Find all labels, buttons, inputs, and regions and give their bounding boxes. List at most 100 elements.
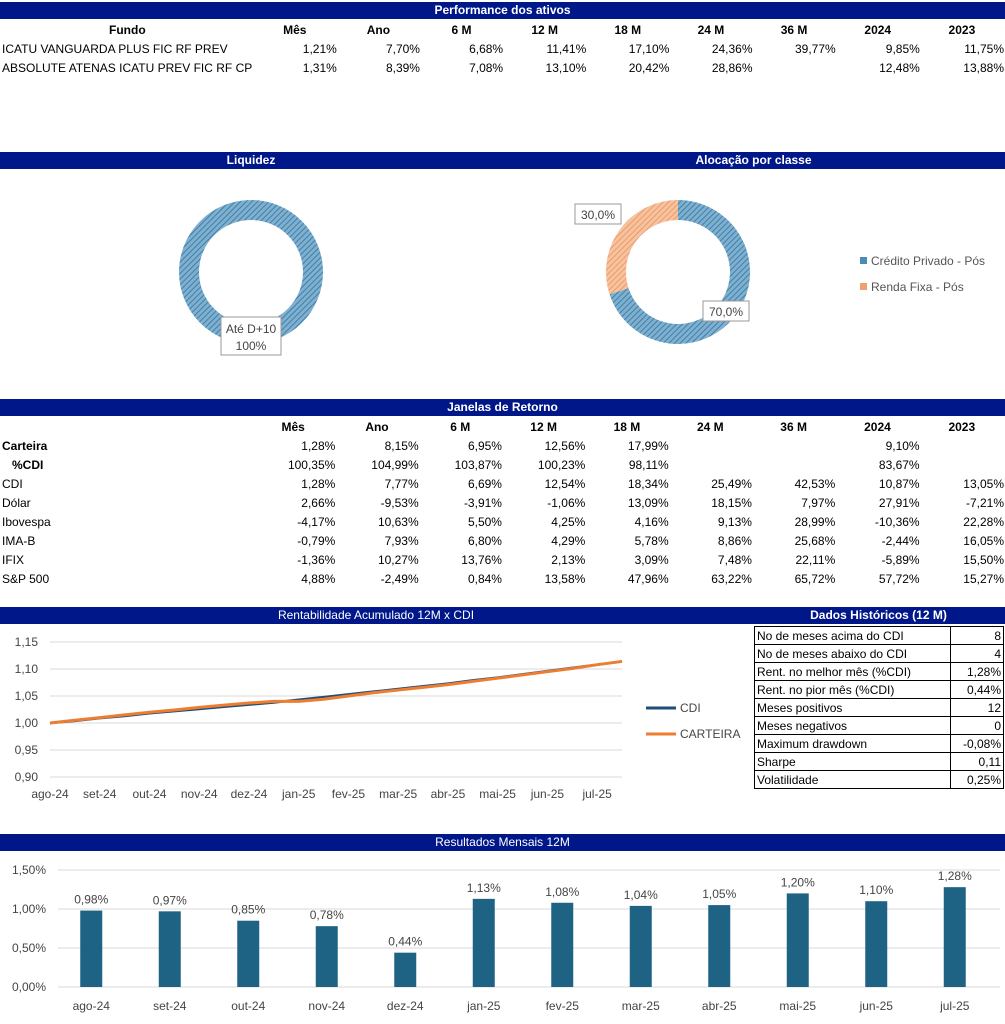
jan-cell: 47,96% — [627, 571, 669, 586]
perf-row: ICATU VANGUARDA PLUS FIC RF PREV 1,21% 7,7… — [2, 39, 1004, 58]
perf-col-header: 2023 — [948, 22, 976, 37]
perf-cell: 11,41% — [546, 41, 587, 56]
jan-cell: 6,80% — [467, 533, 502, 548]
jan-cell: -7,21% — [965, 495, 1004, 510]
bar-chart-xtick: nov-24 — [308, 999, 345, 1013]
slice-renda-fixa — [606, 200, 679, 295]
jan-cell: 22,28% — [963, 514, 1004, 529]
historicos-label: Sharpe — [754, 752, 951, 771]
historicos-value: 0,44% — [949, 680, 1005, 699]
historicos-value: 8 — [949, 626, 1005, 645]
janelas-table: Mês Ano 6 M 12 M 18 M 24 M 36 M 2024 2023 Carteir… — [2, 417, 1004, 588]
liquidez-header: Liquidez — [0, 152, 502, 169]
bar-chart-bar — [394, 952, 417, 987]
line-chart-xtick: nov-24 — [181, 787, 218, 801]
jan-cell: 13,58% — [544, 571, 586, 586]
historicos-row: Rent. no melhor mês (%CDI) 1,28% — [754, 662, 1005, 681]
perf-row-label: ABSOLUTE ATENAS ICATU PREV FIC RF CP — [2, 60, 253, 75]
line-chart-ytick: 1,00 — [15, 716, 39, 730]
perf-col-header: 12 M — [531, 22, 559, 37]
jan-cell: 4,25% — [551, 514, 586, 529]
bar-chart-xtick: mar-25 — [622, 999, 660, 1013]
jan-cell: 8,15% — [384, 438, 419, 453]
jan-cell: 57,72% — [878, 571, 920, 586]
bar-chart-bar — [472, 898, 495, 987]
line-chart-xtick: jun-25 — [530, 787, 565, 801]
historicos-label: Rent. no melhor mês (%CDI) — [754, 662, 951, 681]
bar-chart-ytick: 0,50% — [12, 941, 46, 955]
performance-header: Performance dos ativos — [0, 2, 1005, 19]
historicos-value: 4 — [949, 644, 1005, 663]
jan-cell: 63,22% — [711, 571, 752, 586]
jan-cell: 0,84% — [467, 571, 502, 586]
jan-cell: 4,29% — [551, 533, 586, 548]
jan-cell: 98,11% — [628, 457, 669, 472]
jan-cell: -9,53% — [380, 495, 419, 510]
line-chart-xtick: jan-25 — [281, 787, 316, 801]
bar-chart-xtick: jan-25 — [466, 999, 501, 1013]
line-chart-xtick: ago-24 — [31, 787, 69, 801]
perf-col-header: 18 M — [614, 22, 642, 37]
bar-chart-ytick: 0,00% — [12, 980, 46, 994]
historicos-row: Volatilidade 0,25% — [754, 770, 1005, 789]
jan-row-label: Ibovespa — [2, 514, 51, 529]
jan-col-header — [2, 417, 251, 436]
jan-cell: -2,49% — [380, 571, 419, 586]
historicos-label: Volatilidade — [754, 770, 951, 789]
perf-cell: 9,85% — [885, 41, 920, 56]
liquidez-label-line2: 100% — [236, 339, 267, 353]
jan-cell: 100,35% — [287, 457, 336, 472]
bar-chart-xtick: out-24 — [231, 999, 265, 1013]
bar-chart-bar — [158, 911, 181, 987]
jan-cell: 12,54% — [544, 476, 586, 491]
jan-cell: 2,66% — [301, 495, 336, 510]
jan-cell: 13,05% — [963, 476, 1004, 491]
historicos-row: No de meses abaixo do CDI 4 — [754, 644, 1005, 663]
historicos-label: Maximum drawdown — [754, 734, 951, 753]
jan-cell: -10,36% — [874, 514, 920, 529]
perf-cell: 1,31% — [302, 60, 337, 75]
bar-chart-data-label: 1,04% — [624, 888, 658, 902]
bar-chart-xtick: fev-25 — [546, 999, 580, 1013]
jan-cell: 15,27% — [963, 571, 1004, 586]
jan-row: CDI 1,28% 7,77% 6,69% 12,54% 18,34% 25,49% 42,5… — [2, 474, 1004, 493]
historicos-value: 0 — [949, 716, 1005, 735]
bar-chart-data-label: 1,28% — [938, 869, 972, 883]
historicos-label: Meses positivos — [754, 698, 951, 717]
perf-cell: 20,42% — [628, 60, 670, 75]
jan-cell: 3,09% — [634, 552, 669, 567]
perf-cell: 39,77% — [794, 41, 836, 56]
jan-cell — [669, 455, 752, 474]
bar-chart-xtick: ago-24 — [73, 999, 111, 1013]
perf-header-row: Fundo Mês Ano 6 M 12 M 18 M 24 M 36 M 2024 2023 — [2, 20, 1004, 39]
jan-col-header: Mês — [281, 419, 305, 434]
jan-cell: 18,34% — [627, 476, 669, 491]
jan-row: Dólar 2,66% -9,53% -3,91% -1,06% 13,09% 18,15%… — [2, 493, 1004, 512]
jan-row: Carteira 1,28% 8,15% 6,95% 12,56% 17,99% 9,10% — [2, 436, 1004, 455]
jan-cell: 65,72% — [794, 571, 836, 586]
jan-row: IMA-B -0,79% 7,93% 6,80% 4,29% 5,78% 8,86% 25,6… — [2, 531, 1004, 550]
line-chart-xtick: mai-25 — [479, 787, 516, 801]
jan-cell: -5,89% — [881, 552, 920, 567]
bar-chart-xtick: jun-25 — [859, 999, 894, 1013]
jan-row: S&P 500 4,88% -2,49% 0,84% 13,58% 47,96% 63,22… — [2, 569, 1004, 588]
jan-cell: 6,95% — [467, 438, 502, 453]
perf-col-header: 36 M — [780, 22, 808, 37]
jan-cell: 103,87% — [454, 457, 502, 472]
perf-cell: 6,68% — [469, 41, 504, 56]
bar-chart-xtick: mai-25 — [779, 999, 816, 1013]
jan-col-header: 24 M — [696, 419, 724, 434]
bar-chart-data-label: 1,10% — [859, 883, 893, 897]
perf-cell: 12,48% — [879, 60, 920, 75]
jan-row-label: S&P 500 — [2, 571, 50, 586]
jan-cell: 6,69% — [467, 476, 502, 491]
bar-chart-xtick: set-24 — [153, 999, 187, 1013]
perf-cell: 7,08% — [469, 60, 504, 75]
jan-cell: 83,67% — [878, 457, 920, 472]
bar-chart-bar — [708, 905, 731, 987]
bar-chart-bar — [80, 910, 103, 987]
liquidez-label-box — [220, 316, 282, 356]
perf-col-header: 24 M — [697, 22, 725, 37]
jan-cell: -1,36% — [297, 552, 336, 567]
line-chart-ytick: 1,10 — [15, 662, 39, 676]
